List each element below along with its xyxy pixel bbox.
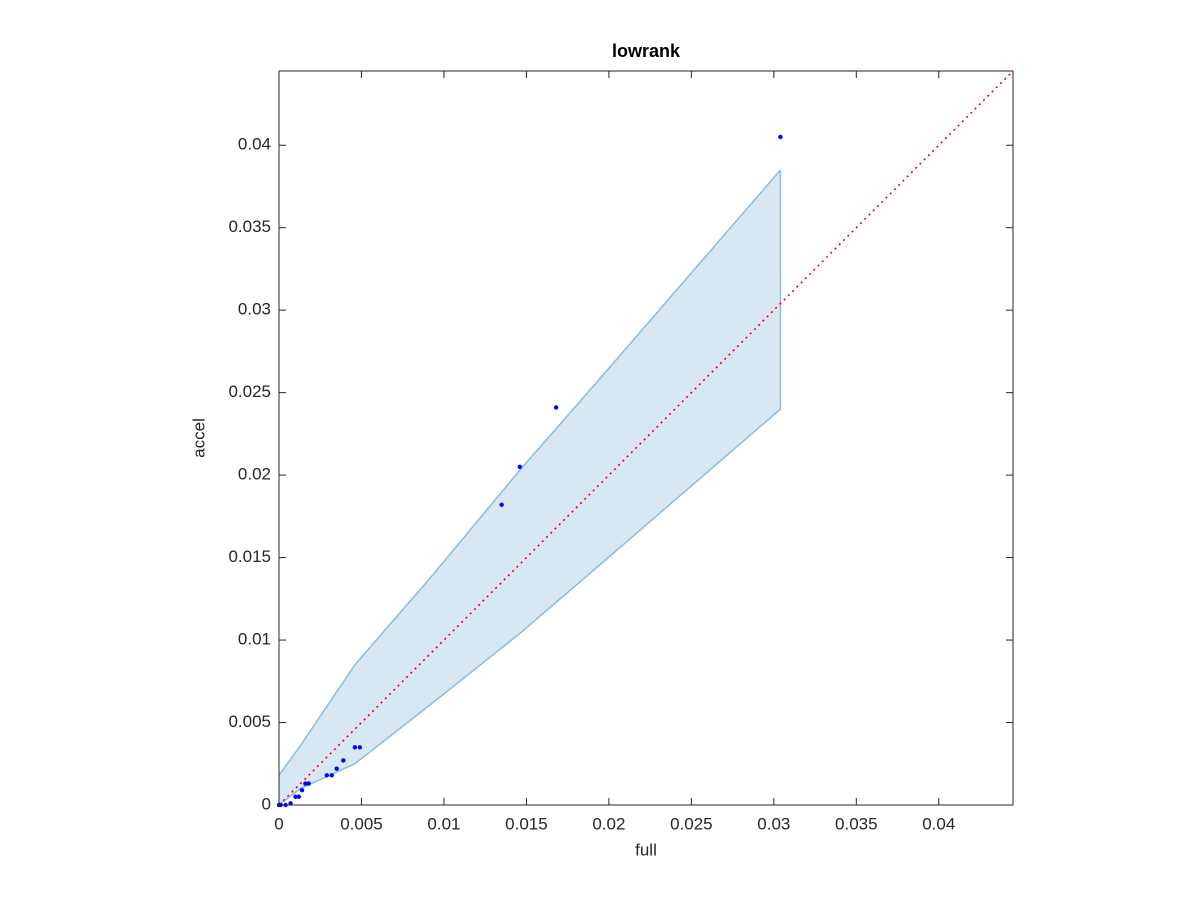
x-tick-label: 0.025 xyxy=(670,814,713,833)
reference-line xyxy=(278,70,1014,806)
point xyxy=(288,801,293,806)
point xyxy=(357,745,363,750)
point xyxy=(499,502,504,508)
point xyxy=(334,766,339,771)
band-fill xyxy=(279,169,781,805)
x-tick-label: 0 xyxy=(274,814,283,833)
point xyxy=(303,781,308,786)
x-tick-label: 0.015 xyxy=(505,814,548,833)
point xyxy=(299,787,305,793)
y-tick-label: 0.03 xyxy=(238,300,271,319)
x-tick-label: 0.02 xyxy=(592,814,625,833)
point xyxy=(352,745,358,750)
point xyxy=(324,773,330,778)
point xyxy=(296,794,301,799)
point xyxy=(553,405,559,410)
axes-box xyxy=(278,70,1014,806)
point xyxy=(517,464,523,470)
y-axis-label: accel xyxy=(189,418,208,458)
y-tick-label: 0.015 xyxy=(228,547,271,566)
x-tick-label: 0.035 xyxy=(835,814,878,833)
y-tick-label: 0.02 xyxy=(238,465,271,484)
band-lower xyxy=(278,408,781,806)
point xyxy=(306,781,311,786)
y-tick-label: 0 xyxy=(262,794,271,813)
point xyxy=(329,773,334,778)
x-axis-label: full xyxy=(635,840,657,859)
band-upper xyxy=(278,169,781,776)
x-tick-label: 0.03 xyxy=(757,814,790,833)
point xyxy=(341,758,346,763)
y-tick-label: 0.025 xyxy=(228,382,271,401)
y-tick-label: 0.005 xyxy=(228,712,271,731)
y-tick-label: 0.04 xyxy=(238,135,271,154)
x-tick-label: 0.01 xyxy=(427,814,460,833)
x-tick-label: 0.005 xyxy=(340,814,383,833)
point xyxy=(293,794,298,799)
point xyxy=(778,134,783,140)
y-tick-label: 0.035 xyxy=(228,217,271,236)
chart-title: lowrank xyxy=(612,41,681,61)
y-tick-label: 0.01 xyxy=(238,630,271,649)
x-tick-label: 0.04 xyxy=(922,814,955,833)
